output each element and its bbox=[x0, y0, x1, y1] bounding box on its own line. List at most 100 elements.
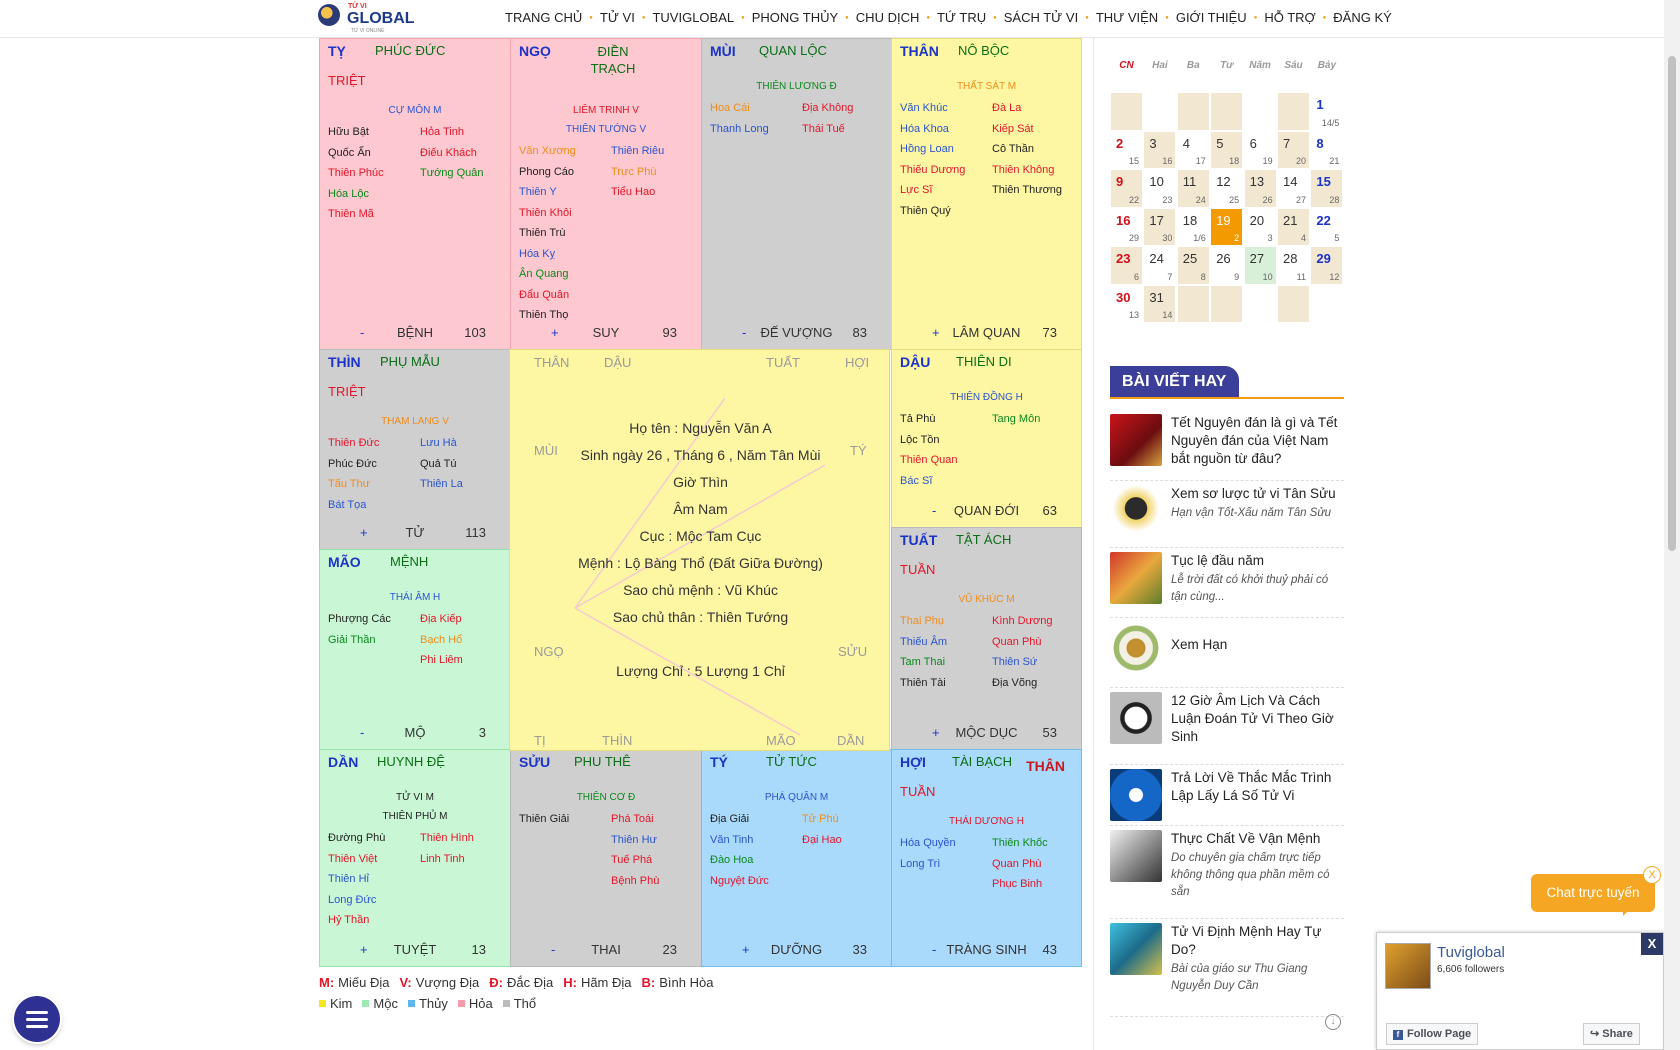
calendar-day[interactable]: 22 5 bbox=[1310, 207, 1344, 246]
article-title[interactable]: Xem Hạn bbox=[1171, 637, 1228, 652]
calendar-day[interactable]: 14 27 bbox=[1277, 169, 1310, 208]
fb-close-icon[interactable]: X bbox=[1641, 933, 1663, 955]
life-stage: MỘC DỤC bbox=[955, 725, 1018, 740]
calendar-day[interactable]: 1 14/5 bbox=[1310, 92, 1344, 131]
calendar-day[interactable]: 6 19 bbox=[1243, 130, 1277, 169]
nav-item[interactable]: TỬ VI bbox=[599, 10, 635, 25]
calendar-day[interactable]: 25 8 bbox=[1176, 246, 1210, 285]
scroll-down-icon[interactable]: ↓ bbox=[1325, 1014, 1341, 1030]
calendar-day[interactable]: 21 4 bbox=[1277, 207, 1310, 246]
calendar-day[interactable]: 3 16 bbox=[1143, 130, 1177, 169]
article-title[interactable]: Trả Lời Về Thắc Mắc Trình Lập Lấy Lá Số … bbox=[1171, 770, 1332, 803]
article-thumbnail[interactable] bbox=[1110, 923, 1162, 975]
article-title[interactable]: Thực Chất Về Vận Mệnh bbox=[1171, 831, 1321, 846]
calendar-day[interactable]: 11 24 bbox=[1176, 169, 1210, 208]
nav-item[interactable]: SÁCH TỬ VI bbox=[1003, 10, 1079, 25]
article-item[interactable]: 12 Giờ Âm Lịch Và Cách Luận Đoán Tử Vi T… bbox=[1110, 688, 1344, 765]
article-thumbnail[interactable] bbox=[1110, 622, 1162, 674]
calendar-day[interactable]: 23 6 bbox=[1110, 246, 1143, 285]
center-aspect-lines bbox=[574, 397, 826, 736]
calendar-day-number: 17 bbox=[1149, 212, 1164, 228]
nav-item[interactable]: GIỚI THIỆU bbox=[1175, 10, 1247, 25]
nav-item[interactable]: ĐĂNG KÝ bbox=[1333, 10, 1392, 25]
calendar-empty-cell bbox=[1143, 92, 1177, 131]
calendar-lunar-date: 1/6 bbox=[1193, 233, 1206, 243]
major-star: CỰ MÔN M bbox=[388, 105, 442, 116]
article-text[interactable]: 12 Giờ Âm Lịch Và Cách Luận Đoán Tử Vi T… bbox=[1171, 692, 1345, 746]
article-thumbnail[interactable] bbox=[1110, 692, 1162, 744]
calendar-day[interactable]: 18 1/6 bbox=[1176, 207, 1210, 246]
fb-page-name[interactable]: Tuviglobal bbox=[1437, 944, 1505, 961]
article-item[interactable]: Thực Chất Về Vận Mệnh Do chuyên gia chấm … bbox=[1110, 826, 1344, 919]
article-title[interactable]: 12 Giờ Âm Lịch Và Cách Luận Đoán Tử Vi T… bbox=[1171, 693, 1334, 744]
page-scrollbar[interactable] bbox=[1664, 0, 1680, 1050]
article-text[interactable]: Xem sơ lược tử vi Tân Sửu Hạn vận Tốt-Xấu… bbox=[1171, 485, 1345, 522]
site-logo[interactable]: TỬ VI GLOBAL TỬ VI ONLINE bbox=[318, 2, 415, 34]
nav-item[interactable]: TRANG CHỦ bbox=[505, 10, 583, 25]
article-title[interactable]: Tục lệ đầu năm bbox=[1171, 553, 1265, 568]
calendar-day[interactable]: 15 28 bbox=[1310, 169, 1344, 208]
article-item[interactable]: Xem Hạn bbox=[1110, 618, 1344, 688]
calendar-day[interactable]: 17 30 bbox=[1143, 207, 1177, 246]
nav-item[interactable]: PHONG THỦY bbox=[751, 10, 839, 25]
chat-close-icon[interactable]: X bbox=[1643, 866, 1661, 884]
calendar-day[interactable]: 7 20 bbox=[1277, 130, 1310, 169]
article-text[interactable]: Tử Vi Định Mệnh Hay Tự Do? Bài của giáo s… bbox=[1171, 923, 1345, 995]
hamburger-menu-button[interactable] bbox=[14, 996, 60, 1042]
calendar-day[interactable]: 24 7 bbox=[1143, 246, 1177, 285]
article-title[interactable]: Xem sơ lược tử vi Tân Sửu bbox=[1171, 486, 1336, 501]
article-thumbnail[interactable] bbox=[1110, 485, 1162, 537]
site-header: TỬ VI GLOBAL TỬ VI ONLINE TRANG CHỦ ● TỬ V… bbox=[0, 0, 1664, 38]
calendar-day[interactable]: 12 25 bbox=[1210, 169, 1244, 208]
palace-name: ĐIỀN TRẠCH bbox=[590, 44, 636, 76]
calendar-day[interactable]: 2 15 bbox=[1110, 130, 1143, 169]
calendar-day-number: 28 bbox=[1283, 251, 1298, 266]
fb-share-label: Share bbox=[1602, 1028, 1633, 1040]
fb-share-button[interactable]: ↪ Share bbox=[1583, 1023, 1640, 1045]
scrollbar-thumb[interactable] bbox=[1668, 56, 1676, 551]
calendar-day[interactable]: 5 18 bbox=[1210, 130, 1244, 169]
calendar-day[interactable]: 9 22 bbox=[1110, 169, 1143, 208]
article-text[interactable]: Tết Nguyên đán là gì và Tết Nguyên đán c… bbox=[1171, 414, 1345, 468]
calendar-day[interactable]: 20 3 bbox=[1243, 207, 1277, 246]
calendar-day[interactable]: 26 9 bbox=[1210, 246, 1244, 285]
calendar-day[interactable]: 10 23 bbox=[1143, 169, 1177, 208]
legend-value: Miếu Địa bbox=[338, 975, 390, 990]
article-item[interactable]: Trả Lời Về Thắc Mắc Trình Lập Lấy Lá Số … bbox=[1110, 765, 1344, 826]
calendar-day[interactable]: 31 14 bbox=[1143, 284, 1177, 323]
palace-branch: TÝ bbox=[710, 754, 728, 770]
article-item[interactable]: Tết Nguyên đán là gì và Tết Nguyên đán c… bbox=[1110, 410, 1344, 481]
fb-page-avatar[interactable] bbox=[1385, 943, 1431, 989]
calendar-day[interactable]: 13 26 bbox=[1243, 169, 1277, 208]
center-gender: Âm Nam bbox=[673, 501, 728, 517]
article-item[interactable]: Tục lệ đầu năm Lễ trời đất có khởi thuỷ p… bbox=[1110, 548, 1344, 618]
calendar-day[interactable]: 4 17 bbox=[1176, 130, 1210, 169]
article-text[interactable]: Tục lệ đầu năm Lễ trời đất có khởi thuỷ p… bbox=[1171, 552, 1345, 606]
calendar-day[interactable]: 27 10 bbox=[1243, 246, 1277, 285]
article-text[interactable]: Trả Lời Về Thắc Mắc Trình Lập Lấy Lá Số … bbox=[1171, 769, 1345, 805]
nav-item[interactable]: TUVIGLOBAL bbox=[652, 10, 735, 25]
nav-item[interactable]: CHU DỊCH bbox=[855, 10, 920, 25]
article-thumbnail[interactable] bbox=[1110, 830, 1162, 882]
article-thumbnail[interactable] bbox=[1110, 769, 1162, 821]
fb-follow-button[interactable]: f Follow Page bbox=[1386, 1023, 1479, 1045]
calendar-day[interactable]: 30 13 bbox=[1110, 284, 1143, 323]
major-star: VŨ KHÚC M bbox=[958, 594, 1015, 605]
article-thumbnail[interactable] bbox=[1110, 552, 1162, 604]
nav-item[interactable]: THƯ VIỆN bbox=[1095, 10, 1159, 25]
article-text[interactable]: Xem Hạn bbox=[1171, 636, 1345, 654]
article-title[interactable]: Tết Nguyên đán là gì và Tết Nguyên đán c… bbox=[1171, 415, 1338, 466]
calendar-day[interactable]: 19 2 bbox=[1210, 207, 1244, 246]
article-title[interactable]: Tử Vi Định Mệnh Hay Tự Do? bbox=[1171, 924, 1322, 957]
nav-item[interactable]: HỖ TRỢ bbox=[1264, 10, 1316, 25]
live-chat-button[interactable]: Chat trực tuyến bbox=[1531, 874, 1655, 916]
article-item[interactable]: Tử Vi Định Mệnh Hay Tự Do? Bài của giáo s… bbox=[1110, 919, 1344, 1017]
calendar-day[interactable]: 29 12 bbox=[1310, 246, 1344, 285]
calendar-day[interactable]: 16 29 bbox=[1110, 207, 1143, 246]
article-item[interactable]: Xem sơ lược tử vi Tân Sửu Hạn vận Tốt-Xấu… bbox=[1110, 481, 1344, 548]
article-thumbnail[interactable] bbox=[1110, 414, 1162, 466]
calendar-day[interactable]: 28 11 bbox=[1277, 246, 1310, 285]
calendar-day[interactable]: 8 21 bbox=[1310, 130, 1344, 169]
nav-item[interactable]: TỨ TRỤ bbox=[936, 10, 987, 25]
article-text[interactable]: Thực Chất Về Vận Mệnh Do chuyên gia chấm … bbox=[1171, 830, 1345, 901]
